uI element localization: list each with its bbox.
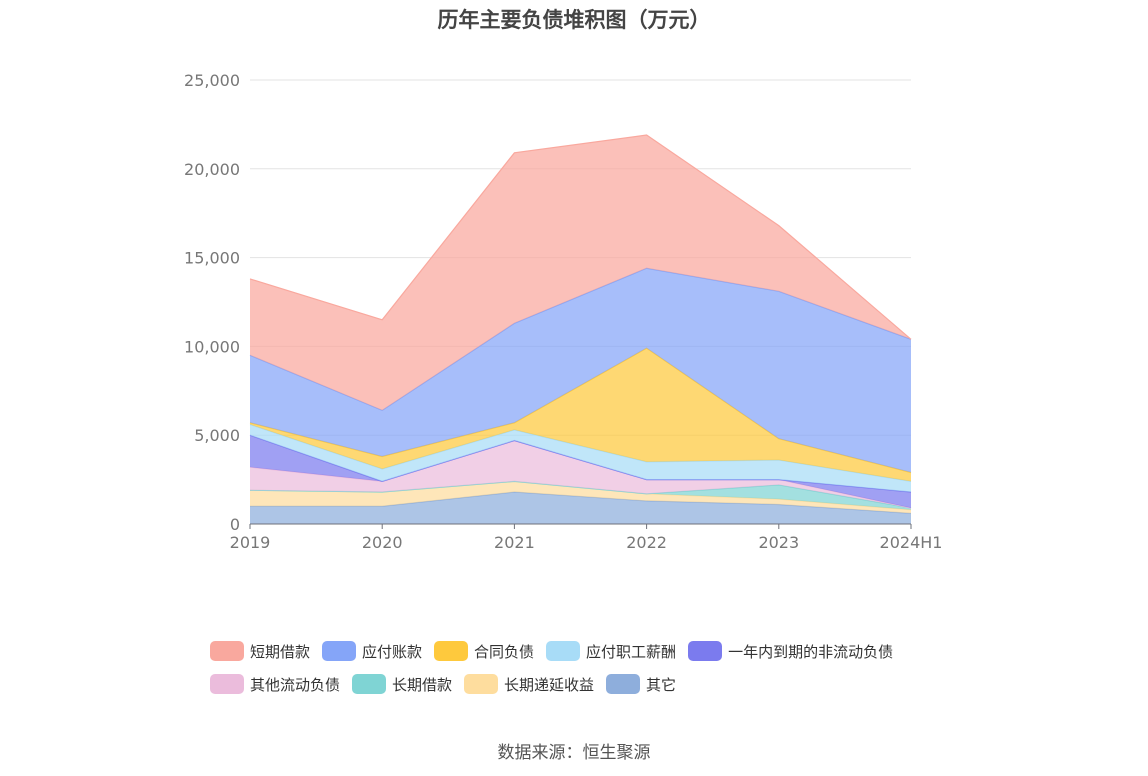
legend-item[interactable]: 长期借款 [352,674,452,695]
legend-item[interactable]: 其它 [606,674,676,695]
legend-label: 合同负债 [474,642,535,661]
y-tick-label: 10,000 [184,337,240,356]
legend-row: 短期借款 应付账款 合同负债 应付职工薪酬 一年内到期的非流动负债 [210,640,970,662]
legend-swatch [352,674,387,694]
legend-swatch [210,641,244,661]
legend-swatch [606,674,641,694]
legend-swatch [688,641,723,661]
legend-label: 长期借款 [392,675,453,694]
legend-label: 应付职工薪酬 [586,642,677,661]
legend-item[interactable]: 短期借款 [210,641,310,662]
legend-swatch [546,641,581,661]
x-tick-label: 2019 [230,533,271,552]
legend-label: 一年内到期的非流动负债 [728,642,894,661]
area-series [250,440,911,509]
legend-item[interactable]: 其他流动负债 [210,674,340,695]
x-tick-label: 2021 [494,533,535,552]
legend-label: 其他流动负债 [250,675,341,694]
series-line [249,134,912,340]
legend-label: 长期递延收益 [504,675,595,694]
area-series [250,424,911,493]
legend-swatch [210,674,244,694]
legend: 短期借款 应付账款 合同负债 应付职工薪酬 一年内到期的非流动负债 其他流动负债 长期借款… [210,640,970,706]
y-tick-label: 0 [230,515,240,534]
legend-item[interactable]: 长期递延收益 [464,674,594,695]
legend-row: 其他流动负债 长期借款 长期递延收益 其它 [210,673,970,695]
y-tick-label: 5,000 [194,426,240,445]
y-tick-label: 15,000 [184,249,240,268]
legend-swatch [464,674,499,694]
legend-item[interactable]: 应付职工薪酬 [546,641,676,662]
area-series [250,268,911,473]
x-tick-label: 2024H1 [880,533,943,552]
area-series [250,481,911,510]
legend-label: 应付账款 [362,642,423,661]
area-series [250,348,911,482]
x-tick-label: 2022 [626,533,667,552]
legend-item[interactable]: 合同负债 [434,641,534,662]
area-series [250,135,911,411]
legend-label: 其它 [646,675,677,694]
data-source: 数据来源：恒生聚源 [497,743,651,763]
x-tick-label: 2020 [362,533,403,552]
legend-swatch [322,641,357,661]
stacked-area-chart: 0 5,000 10,000 15,000 20,000 25,000 2019 2020 20… [184,71,943,552]
y-tick-label: 25,000 [184,71,240,90]
chart-title: 历年主要负债堆积图（万元） [437,8,711,32]
legend-item[interactable]: 一年内到期的非流动负债 [688,641,893,662]
x-tick-label: 2023 [758,533,799,552]
legend-swatch [434,641,469,661]
y-tick-label: 20,000 [184,160,240,179]
legend-label: 短期借款 [250,642,311,661]
area-series [250,492,911,524]
legend-item[interactable]: 应付账款 [322,641,422,662]
